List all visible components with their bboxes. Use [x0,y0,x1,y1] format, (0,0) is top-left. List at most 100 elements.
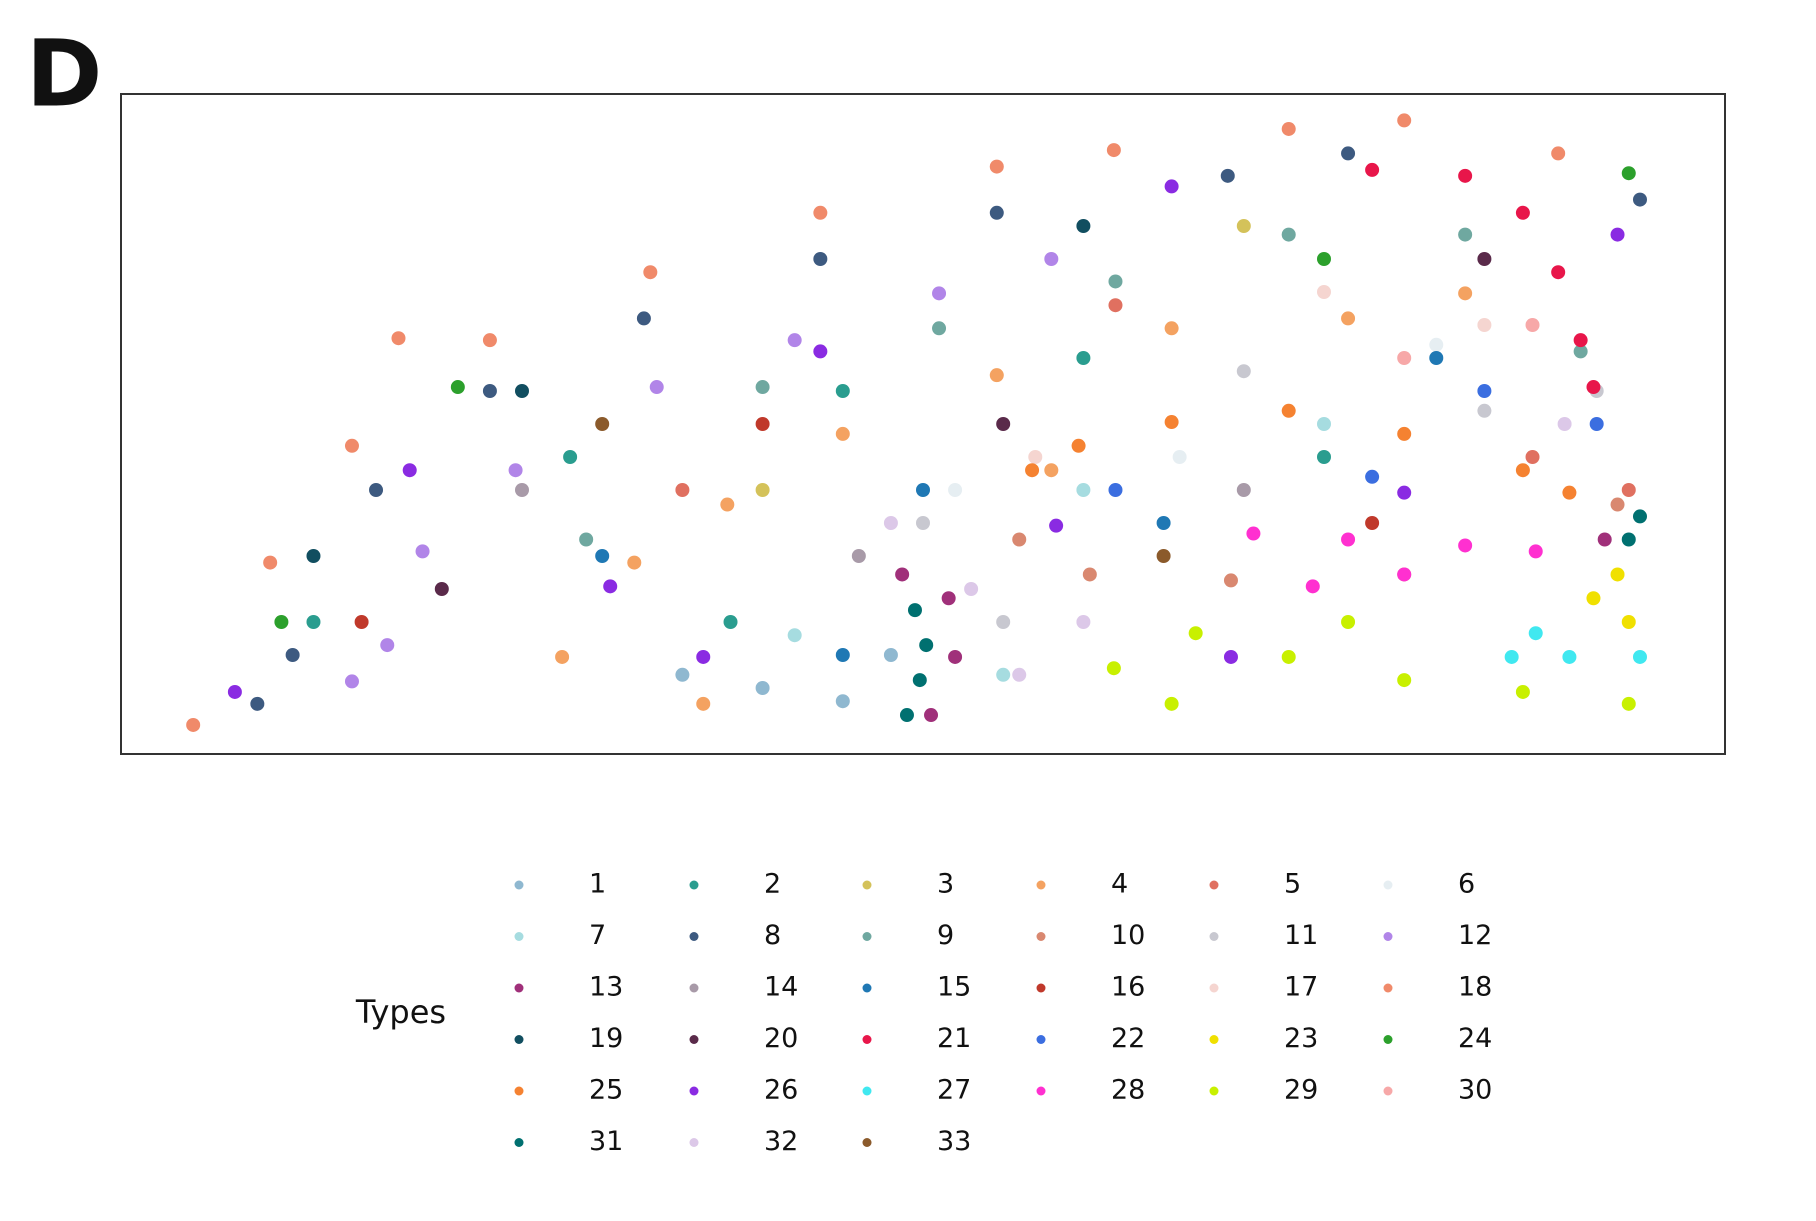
scatter-point [916,483,930,497]
scatter-point [941,591,956,606]
legend-marker [1209,983,1219,993]
scatter-point [989,368,1004,383]
legend-label: 12 [1458,920,1492,951]
scatter-point [912,673,927,688]
scatter-point [1317,285,1331,299]
scatter-point [675,667,690,682]
legend-marker [1209,932,1219,941]
scatter-point [813,344,828,359]
scatter-point [1164,179,1179,194]
legend-label: 18 [1458,972,1492,1003]
scatter-point [835,426,850,441]
scatter-point [515,483,529,497]
scatter-point [1281,121,1296,136]
scatter-point [1621,696,1636,711]
legend-label: 16 [1111,972,1145,1003]
scatter-point [1317,450,1331,464]
scatter-point [1551,265,1566,280]
legend-label: 19 [589,1023,623,1054]
legend-label: 24 [1458,1023,1492,1054]
legend-marker [1383,932,1393,941]
scatter-point [1458,286,1473,301]
scatter-point [1108,298,1123,313]
scatter-point [1223,573,1238,588]
scatter-point [1236,483,1251,497]
legend-label: 11 [1284,920,1318,951]
scatter-point [555,649,570,664]
legend-label: 3 [937,869,954,900]
scatter-point [1281,403,1296,418]
legend-label: 32 [764,1126,798,1157]
legend-title: Types [355,993,446,1031]
legend-marker [514,1086,524,1096]
legend-label: 27 [937,1075,971,1106]
scatter-point [1525,450,1540,464]
scatter-point [1621,532,1636,547]
scatter-point [1341,615,1356,629]
scatter-point [227,684,242,699]
scatter-point [1049,518,1064,533]
scatter-point [720,497,735,512]
scatter-point [1025,463,1040,478]
scatter-point [1429,337,1444,352]
scatter-point [696,649,711,664]
scatter-point [250,696,265,711]
scatter-point [996,417,1011,431]
scatter-point [1610,497,1625,512]
scatter-point [1044,463,1059,478]
legend-marker [689,1086,699,1096]
scatter-point [1223,649,1238,664]
scatter-point [1458,227,1473,242]
scatter-point [263,555,278,570]
scatter-point [1515,684,1530,699]
scatter-point [1246,526,1261,541]
scatter-point [899,708,914,723]
legend-label: 13 [589,972,623,1003]
legend-label: 9 [937,920,954,951]
scatter-point [883,648,898,662]
legend-marker [862,983,872,993]
scatter-point [1365,469,1380,484]
legend-label: 17 [1284,972,1318,1003]
legend-marker [689,983,699,993]
scatter-point [1188,626,1203,641]
scatter-point [1397,113,1412,128]
scatter-point [932,321,947,336]
scatter-point [1281,227,1296,242]
legend-marker [862,1086,872,1096]
scatter-point [1397,567,1412,582]
scatter-point [948,649,963,664]
scatter-point [755,417,770,431]
scatter-point [627,555,642,570]
scatter-point [1305,579,1320,594]
scatter-point [1164,696,1179,711]
legend-label: 23 [1284,1023,1318,1054]
scatter-point [380,638,395,653]
scatter-point [1012,667,1027,682]
scatter-point [1341,146,1356,161]
legend-marker [514,983,524,993]
scatter-point [1525,318,1540,332]
legend-marker [514,1035,524,1044]
legend-marker [689,880,699,890]
legend-marker [862,880,872,890]
scatter-point [924,708,939,723]
legend-marker [689,932,699,941]
legend-marker [1036,1035,1046,1044]
legend-marker [1383,880,1393,890]
scatter-point [595,549,610,563]
scatter-point [1076,219,1091,233]
scatter-point [1573,333,1588,348]
scatter-point [1597,532,1612,547]
scatter-point [723,615,738,629]
legend-marker [1383,983,1393,993]
legend-label: 25 [589,1075,623,1106]
scatter-point [948,483,963,497]
legend-marker [689,1035,699,1044]
scatter-point [508,463,523,478]
scatter-point [1586,380,1601,395]
scatter-point [964,582,979,596]
scatter-point [883,516,898,530]
scatter-point [1106,661,1121,676]
